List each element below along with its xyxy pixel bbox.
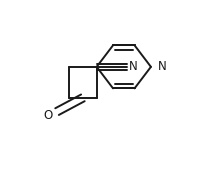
Text: N: N (129, 60, 137, 73)
Text: N: N (158, 60, 166, 73)
Text: O: O (43, 109, 52, 122)
